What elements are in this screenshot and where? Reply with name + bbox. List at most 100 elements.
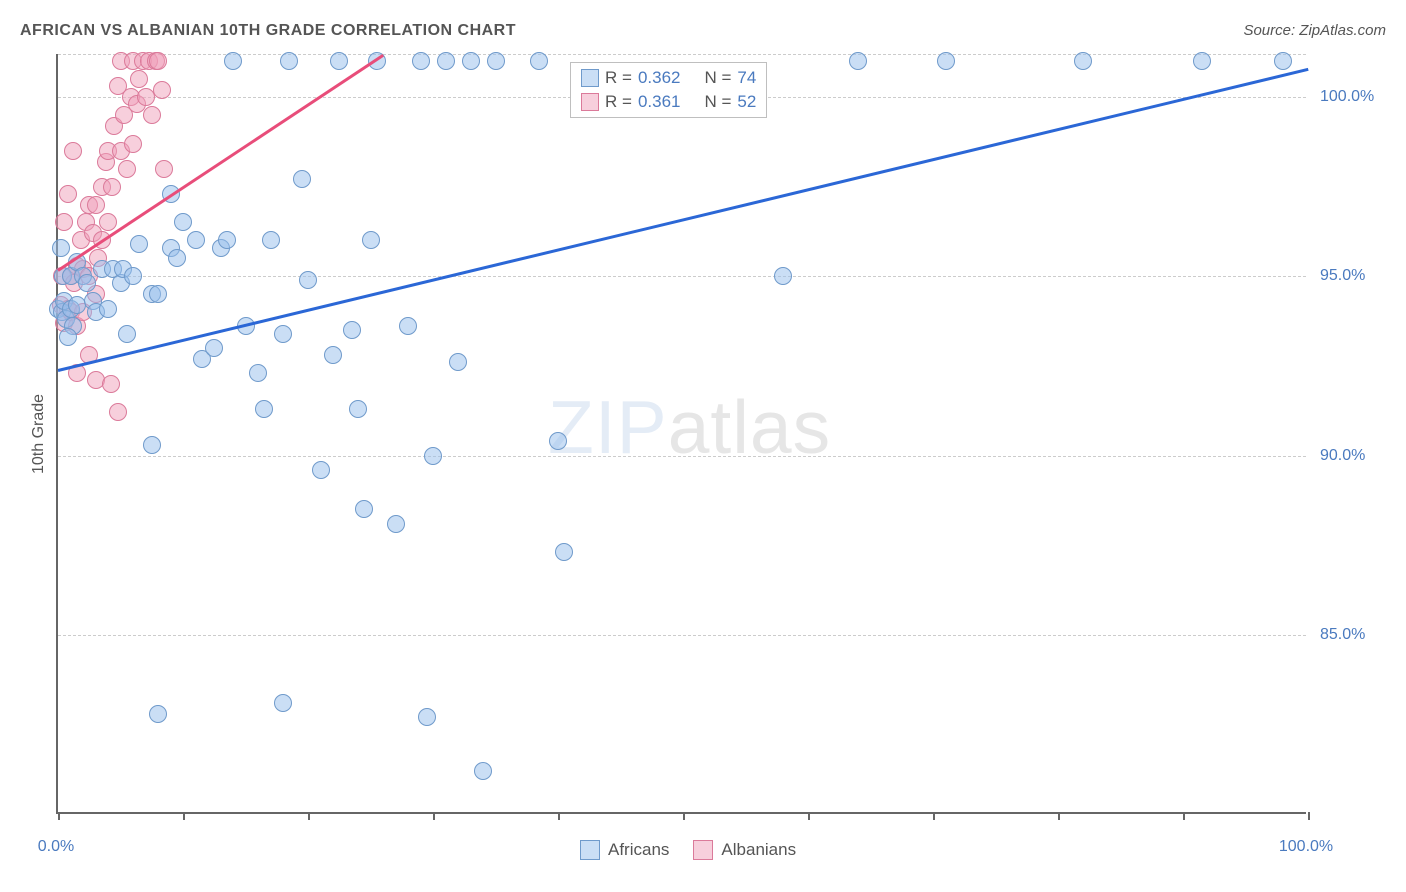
- data-point-africans: [59, 328, 77, 346]
- data-point-africans: [387, 515, 405, 533]
- watermark: ZIPatlas: [548, 384, 831, 470]
- data-point-africans: [118, 325, 136, 343]
- data-point-albanians: [153, 81, 171, 99]
- data-point-africans: [343, 321, 361, 339]
- legend-n-label: N =: [704, 68, 731, 88]
- x-tick: [1183, 812, 1185, 820]
- series-legend-item: Albanians: [693, 840, 796, 860]
- data-point-africans: [1274, 52, 1292, 70]
- gridline: [58, 635, 1306, 636]
- legend-r-value: 0.362: [638, 68, 681, 88]
- series-legend: Africans Albanians: [580, 840, 796, 860]
- data-point-africans: [312, 461, 330, 479]
- data-point-africans: [78, 274, 96, 292]
- data-point-africans: [355, 500, 373, 518]
- x-tick: [58, 812, 60, 820]
- data-point-africans: [255, 400, 273, 418]
- x-tick: [683, 812, 685, 820]
- data-point-africans: [99, 300, 117, 318]
- data-point-albanians: [109, 403, 127, 421]
- data-point-africans: [437, 52, 455, 70]
- data-point-africans: [362, 231, 380, 249]
- series-legend-item: Africans: [580, 840, 669, 860]
- series-legend-label: Africans: [608, 840, 669, 860]
- data-point-africans: [849, 52, 867, 70]
- data-point-africans: [418, 708, 436, 726]
- data-point-africans: [774, 267, 792, 285]
- data-point-albanians: [130, 70, 148, 88]
- data-point-africans: [124, 267, 142, 285]
- data-point-africans: [130, 235, 148, 253]
- data-point-africans: [280, 52, 298, 70]
- data-point-africans: [412, 52, 430, 70]
- data-point-africans: [205, 339, 223, 357]
- data-point-africans: [174, 213, 192, 231]
- data-point-albanians: [155, 160, 173, 178]
- source-attribution: Source: ZipAtlas.com: [1243, 22, 1386, 39]
- x-tick: [933, 812, 935, 820]
- data-point-africans: [937, 52, 955, 70]
- data-point-africans: [187, 231, 205, 249]
- data-point-africans: [1193, 52, 1211, 70]
- data-point-albanians: [143, 106, 161, 124]
- x-tick: [1308, 812, 1310, 820]
- data-point-africans: [68, 296, 86, 314]
- y-tick-label: 100.0%: [1320, 88, 1374, 106]
- data-point-africans: [249, 364, 267, 382]
- gridline: [58, 456, 1306, 457]
- data-point-africans: [474, 762, 492, 780]
- chart-title: AFRICAN VS ALBANIAN 10TH GRADE CORRELATI…: [20, 22, 516, 40]
- data-point-africans: [224, 52, 242, 70]
- gridline: [58, 276, 1306, 277]
- plot-area: ZIPatlas: [56, 54, 1306, 814]
- y-tick-label: 85.0%: [1320, 626, 1365, 644]
- data-point-africans: [330, 52, 348, 70]
- legend-row: R =0.361N =52: [581, 90, 756, 114]
- data-point-albanians: [118, 160, 136, 178]
- data-point-africans: [555, 543, 573, 561]
- legend-swatch: [581, 93, 599, 111]
- x-tick: [1058, 812, 1060, 820]
- data-point-albanians: [55, 213, 73, 231]
- data-point-africans: [462, 52, 480, 70]
- data-point-africans: [149, 285, 167, 303]
- data-point-africans: [274, 325, 292, 343]
- data-point-albanians: [64, 142, 82, 160]
- data-point-africans: [274, 694, 292, 712]
- data-point-africans: [449, 353, 467, 371]
- data-point-africans: [349, 400, 367, 418]
- data-point-albanians: [87, 196, 105, 214]
- data-point-albanians: [59, 185, 77, 203]
- legend-n-value: 52: [737, 92, 756, 112]
- data-point-africans: [424, 447, 442, 465]
- y-axis-label: 10th Grade: [30, 394, 48, 474]
- series-legend-label: Albanians: [721, 840, 796, 860]
- data-point-africans: [1074, 52, 1092, 70]
- legend-swatch: [581, 69, 599, 87]
- y-tick-label: 95.0%: [1320, 267, 1365, 285]
- data-point-africans: [218, 231, 236, 249]
- legend-r-label: R =: [605, 92, 632, 112]
- data-point-africans: [324, 346, 342, 364]
- x-tick-label: 100.0%: [1279, 838, 1333, 856]
- data-point-albanians: [124, 135, 142, 153]
- x-tick: [308, 812, 310, 820]
- legend-row: R = 0.362 N = 74: [581, 66, 756, 90]
- legend-r-label: R =: [605, 68, 632, 88]
- data-point-africans: [262, 231, 280, 249]
- legend-swatch: [693, 840, 713, 860]
- x-tick: [183, 812, 185, 820]
- data-point-albanians: [149, 52, 167, 70]
- legend-n-label: N =: [704, 92, 731, 112]
- x-tick: [433, 812, 435, 820]
- legend-n-value: 74: [737, 68, 756, 88]
- x-tick-label: 0.0%: [38, 838, 74, 856]
- data-point-africans: [52, 239, 70, 257]
- gridline: [58, 54, 1306, 55]
- data-point-africans: [530, 52, 548, 70]
- data-point-albanians: [99, 213, 117, 231]
- x-tick: [808, 812, 810, 820]
- data-point-albanians: [102, 375, 120, 393]
- data-point-africans: [299, 271, 317, 289]
- data-point-africans: [293, 170, 311, 188]
